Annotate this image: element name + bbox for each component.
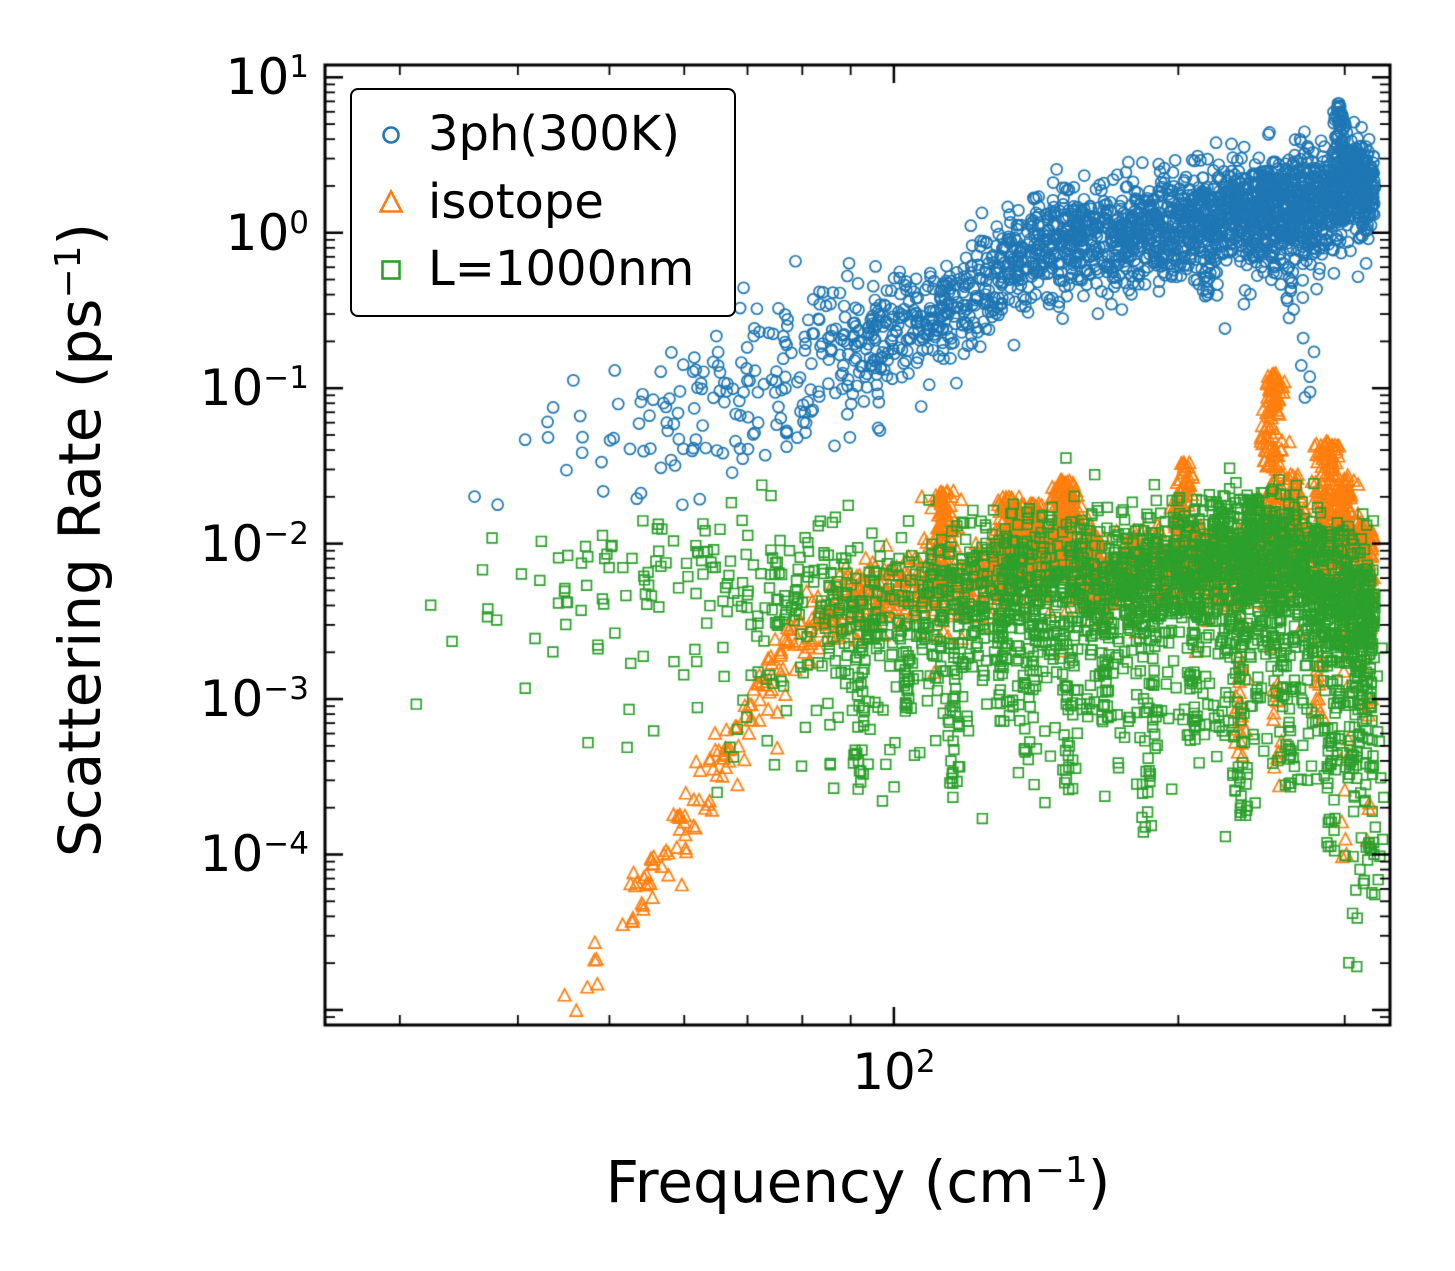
y-tick-label: 100 — [225, 203, 309, 262]
legend-label-3ph: 3ph(300K) — [428, 106, 680, 162]
y-tick-label: 101 — [225, 48, 309, 107]
legend: 3ph(300K) isotope L=1000nm — [350, 88, 737, 317]
x-axis-label-text: Frequency (cm — [605, 1148, 1035, 1216]
y-axis-label-exponent: −1 — [48, 245, 90, 299]
legend-label-boundary: L=1000nm — [428, 241, 695, 298]
y-tick-label: 10−3 — [199, 670, 309, 729]
legend-entry-boundary: L=1000nm — [376, 241, 694, 299]
x-tick-label: 102 — [852, 1043, 936, 1101]
legend-label-isotope: isotope — [428, 173, 604, 230]
y-tick-label: 10−2 — [199, 514, 309, 573]
legend-entry-isotope: isotope — [376, 174, 694, 232]
square-marker-icon — [381, 260, 401, 280]
legend-entry-3ph: 3ph(300K) — [376, 106, 694, 164]
x-axis-label-exponent: −1 — [1034, 1150, 1088, 1192]
y-tick-label: 10−4 — [199, 825, 309, 884]
x-axis-label: Frequency (cm−1) — [606, 1153, 1111, 1211]
y-tick-label: 10−1 — [199, 359, 309, 418]
x-axis-label-close: ) — [1087, 1148, 1111, 1216]
triangle-marker-icon — [378, 189, 404, 214]
circle-marker-icon — [382, 125, 400, 144]
